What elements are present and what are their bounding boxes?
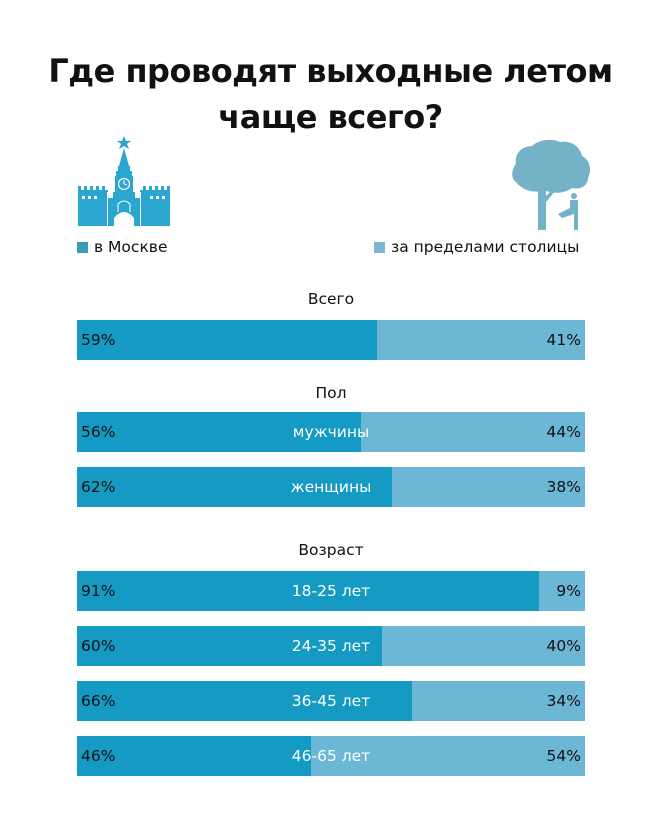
bar-value-outside: 38%	[546, 478, 581, 496]
bar-value-moscow: 46%	[81, 747, 116, 765]
bar-age-36-45: 36-45 лет 66% 34%	[77, 681, 585, 721]
bar-age-18-25: 18-25 лет 91% 9%	[77, 571, 585, 611]
bar-segment-moscow	[77, 467, 392, 507]
bar-category: 18-25 лет	[291, 582, 371, 600]
bar-segment-outside	[391, 467, 585, 507]
bar-age-46-65: 46-65 лет 46% 54%	[77, 736, 585, 776]
bar-category: мужчины	[292, 423, 370, 441]
bar-segment-outside	[412, 681, 585, 721]
title-line-2: чаще всего?	[218, 98, 443, 136]
bar-category: женщины	[290, 478, 372, 496]
bar-value-moscow: 59%	[81, 331, 116, 349]
tree-icon	[512, 139, 590, 230]
bar-total: 59% 41%	[77, 320, 585, 360]
bar-segment-outside	[376, 320, 585, 360]
section-label-total: Всего	[307, 290, 355, 308]
bar-value-outside: 41%	[546, 331, 581, 349]
legend-swatch-outside	[374, 241, 385, 253]
legend-label-outside: за пределами столицы	[391, 238, 580, 256]
bar-segment-moscow	[77, 736, 311, 776]
bar-value-outside: 54%	[546, 747, 581, 765]
section-label-gender: Пол	[315, 384, 347, 402]
bar-category: 46-65 лет	[291, 747, 371, 765]
bar-segment-moscow	[77, 626, 382, 666]
bar-women: женщины 62% 38%	[77, 467, 585, 507]
bar-men: мужчины 56% 44%	[77, 412, 585, 452]
bar-category: 36-45 лет	[291, 692, 371, 710]
bar-segment-outside	[361, 412, 585, 452]
bar-value-outside: 9%	[556, 582, 581, 600]
bar-segment-outside	[539, 571, 585, 611]
bar-value-outside: 34%	[546, 692, 581, 710]
bar-value-moscow: 60%	[81, 637, 116, 655]
bar-value-moscow: 91%	[81, 582, 116, 600]
bar-segment-moscow	[77, 412, 362, 452]
bar-value-moscow: 66%	[81, 692, 116, 710]
legend-item-outside: за пределами столицы	[374, 238, 579, 256]
bar-age-24-35: 24-35 лет 60% 40%	[77, 626, 585, 666]
bar-segment-moscow	[77, 320, 377, 360]
bar-segment-moscow	[77, 681, 413, 721]
bar-category: 24-35 лет	[291, 637, 371, 655]
title-line-1: Где проводят выходные летом	[48, 52, 613, 90]
bar-value-moscow: 62%	[81, 478, 116, 496]
legend-item-moscow: в Москве	[77, 238, 167, 256]
bar-value-outside: 40%	[546, 637, 581, 655]
section-label-age: Возраст	[298, 541, 364, 559]
legend-swatch-moscow	[77, 241, 88, 253]
bar-value-outside: 44%	[546, 423, 581, 441]
bar-value-moscow: 56%	[81, 423, 116, 441]
bar-segment-moscow	[77, 571, 540, 611]
bar-segment-outside	[310, 736, 585, 776]
bar-segment-outside	[381, 626, 585, 666]
legend-label-moscow: в Москве	[94, 238, 168, 256]
kremlin-icon	[78, 136, 170, 226]
chart-title: Где проводят выходные летом чаще всего?	[0, 48, 661, 140]
